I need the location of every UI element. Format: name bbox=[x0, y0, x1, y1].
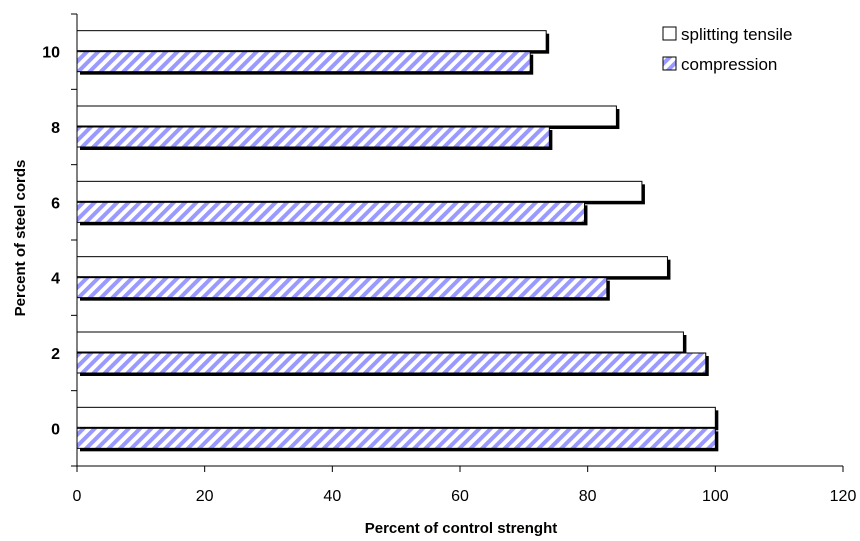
bar-splitting-tensile bbox=[76, 30, 547, 52]
x-axis-title: Percent of control strenght bbox=[365, 520, 558, 537]
y-tick-label: 0 bbox=[51, 421, 60, 438]
x-tick-label: 0 bbox=[73, 488, 82, 505]
legend-label: splitting tensile bbox=[681, 25, 793, 44]
x-tick-label: 40 bbox=[323, 488, 341, 505]
bar-splitting-tensile bbox=[76, 180, 643, 202]
y-tick-label: 6 bbox=[51, 195, 60, 212]
bar-splitting-tensile bbox=[76, 256, 668, 278]
legend-swatch bbox=[662, 56, 677, 71]
legend-label: compression bbox=[681, 55, 777, 74]
bars-group bbox=[76, 30, 719, 452]
y-tick-label: 10 bbox=[42, 45, 60, 62]
bar-compression bbox=[76, 51, 531, 73]
bar-splitting-tensile bbox=[76, 406, 716, 428]
y-tick-label: 4 bbox=[51, 271, 60, 288]
bar-splitting-tensile bbox=[76, 105, 617, 127]
x-tick-label: 20 bbox=[196, 488, 214, 505]
x-tick-label: 100 bbox=[702, 488, 729, 505]
y-tick-label: 2 bbox=[51, 346, 60, 363]
bar-compression bbox=[76, 126, 550, 148]
axes-group: 0 20 40 60 80 100 120 0 2 4 6 8 10 bbox=[42, 13, 857, 505]
y-axis-title: Percent of steel cords bbox=[12, 160, 29, 317]
bar-compression bbox=[76, 277, 608, 299]
legend: splitting tensile compression bbox=[662, 25, 793, 74]
bar-compression bbox=[76, 427, 716, 449]
x-tick-label: 120 bbox=[830, 488, 857, 505]
y-tick-label: 8 bbox=[51, 120, 60, 137]
x-tick-label: 60 bbox=[451, 488, 469, 505]
x-tick-label: 80 bbox=[579, 488, 597, 505]
bar-compression bbox=[76, 201, 585, 223]
legend-swatch bbox=[662, 26, 677, 41]
bar-compression bbox=[76, 352, 707, 374]
bar-splitting-tensile bbox=[76, 331, 684, 353]
